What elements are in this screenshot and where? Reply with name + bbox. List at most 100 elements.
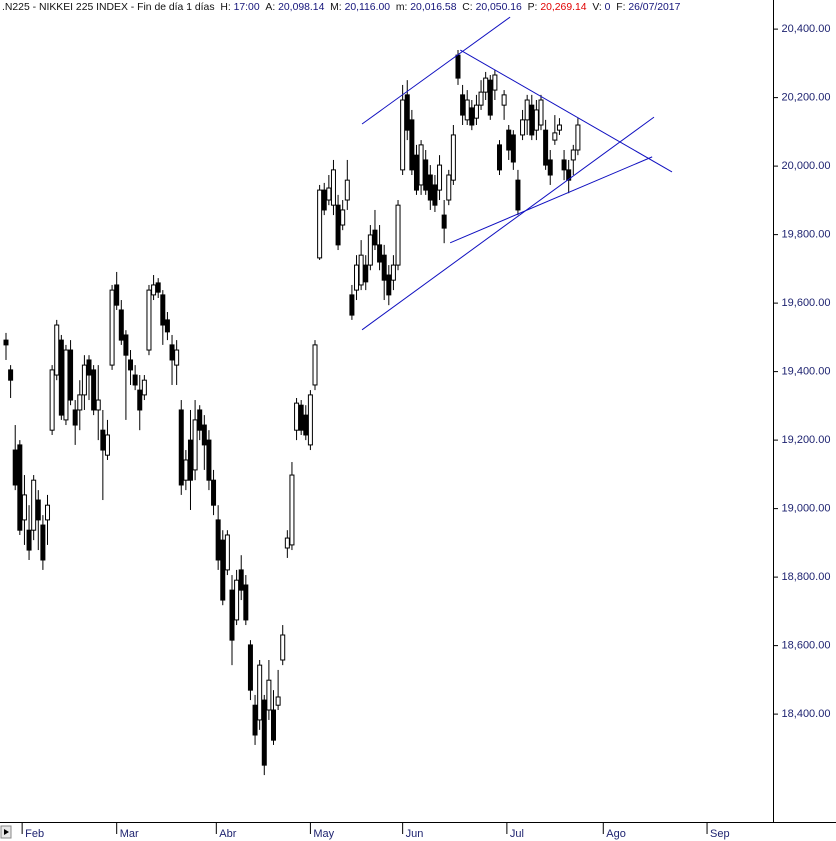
candle-body xyxy=(151,284,157,296)
candle-body xyxy=(441,214,447,229)
candle-body xyxy=(132,374,138,386)
header-label: C: xyxy=(462,2,473,13)
candle-body xyxy=(395,204,401,266)
candle-body xyxy=(146,289,152,351)
candle-body xyxy=(358,254,364,286)
candle-body xyxy=(450,134,456,181)
candle-body xyxy=(294,402,300,431)
candle-body xyxy=(492,74,498,91)
candle-body xyxy=(418,144,424,186)
header-value: 20,269.14 xyxy=(540,2,587,13)
x-tick-label: Feb xyxy=(25,828,44,840)
candle-body xyxy=(100,429,106,451)
candle-body xyxy=(469,107,475,126)
candle-body xyxy=(45,504,51,521)
x-tick-label: Jul xyxy=(510,828,524,840)
y-tick-label: 18,400.00 xyxy=(782,708,831,720)
header-value: 20,098.14 xyxy=(278,2,325,13)
candle-body xyxy=(257,664,263,721)
candle-body xyxy=(432,184,438,206)
candle-body xyxy=(372,229,378,246)
candle-body xyxy=(220,539,226,601)
header-value: 26/07/2017 xyxy=(628,2,681,13)
header-value: 0 xyxy=(604,2,611,13)
candle-body xyxy=(501,94,507,106)
candle-body xyxy=(109,289,115,366)
candle-body xyxy=(40,524,46,561)
candle-body xyxy=(515,179,521,211)
candle-body xyxy=(104,434,110,456)
candle-body xyxy=(543,129,549,166)
candle-body xyxy=(289,474,295,546)
candle-body xyxy=(340,209,346,226)
header-label: m: xyxy=(395,2,408,13)
candle-body xyxy=(229,589,235,641)
candle-body xyxy=(307,394,313,446)
candle-body xyxy=(197,409,203,431)
candle-body xyxy=(547,159,553,176)
candle-body xyxy=(400,99,406,171)
y-tick-label: 19,400.00 xyxy=(782,366,831,378)
candle-body xyxy=(86,359,92,376)
candle-body xyxy=(487,79,493,116)
y-tick-label: 20,400.00 xyxy=(782,23,831,35)
candle-body xyxy=(303,414,309,436)
candle-body xyxy=(354,264,360,291)
y-tick-label: 18,800.00 xyxy=(782,571,831,583)
candle-body xyxy=(192,419,198,471)
candle-body xyxy=(390,264,396,281)
candle-body xyxy=(409,119,415,171)
candle-body xyxy=(26,529,32,551)
candle-body xyxy=(298,404,304,431)
x-tick-label: May xyxy=(313,828,334,840)
candle-body xyxy=(455,54,461,79)
candle-body xyxy=(49,369,55,431)
header-title: .N225 - NIKKEI 225 INDEX - Fin de día 1 … xyxy=(2,2,215,13)
candle-body xyxy=(174,349,180,366)
candle-body xyxy=(529,104,535,136)
candle-body xyxy=(473,104,479,119)
candle-body xyxy=(367,234,373,266)
candle-body xyxy=(570,149,576,161)
header-label: F: xyxy=(616,2,626,13)
header-label: H: xyxy=(220,2,231,13)
candle-body xyxy=(91,369,97,411)
header-value: 20,016.58 xyxy=(410,2,457,13)
candle-body xyxy=(575,124,581,151)
x-tick-label: Ago xyxy=(606,828,626,840)
candle-body xyxy=(275,696,281,706)
candle-body xyxy=(437,164,443,191)
candle-body xyxy=(377,244,383,263)
candle-body xyxy=(524,99,530,121)
candle-body xyxy=(483,77,489,93)
candle-body xyxy=(243,584,249,621)
candle-body xyxy=(363,264,369,283)
candle-body xyxy=(510,134,516,163)
candle-body xyxy=(211,479,217,506)
candle-body xyxy=(183,459,189,481)
trend-line xyxy=(361,16,511,125)
x-tick-label: Sep xyxy=(710,828,730,840)
y-tick-label: 19,000.00 xyxy=(782,503,831,515)
candle-body xyxy=(330,169,336,206)
candle-body xyxy=(35,499,41,521)
candle-body xyxy=(506,129,512,151)
candle-body xyxy=(178,409,184,486)
candle-body xyxy=(247,644,253,691)
candle-body xyxy=(118,309,124,341)
candle-body xyxy=(520,119,526,136)
candle-body xyxy=(284,537,290,549)
scroll-arrow xyxy=(4,829,9,835)
candle-body xyxy=(566,169,572,181)
candle-body xyxy=(446,174,452,201)
candle-body xyxy=(21,494,27,521)
candle-body xyxy=(252,704,258,736)
candle-body xyxy=(561,159,567,171)
candle-body xyxy=(31,479,37,531)
candle-body xyxy=(206,439,212,481)
header-value: 17:00 xyxy=(233,2,260,13)
candle-body xyxy=(404,94,410,131)
candle-body xyxy=(460,94,466,116)
